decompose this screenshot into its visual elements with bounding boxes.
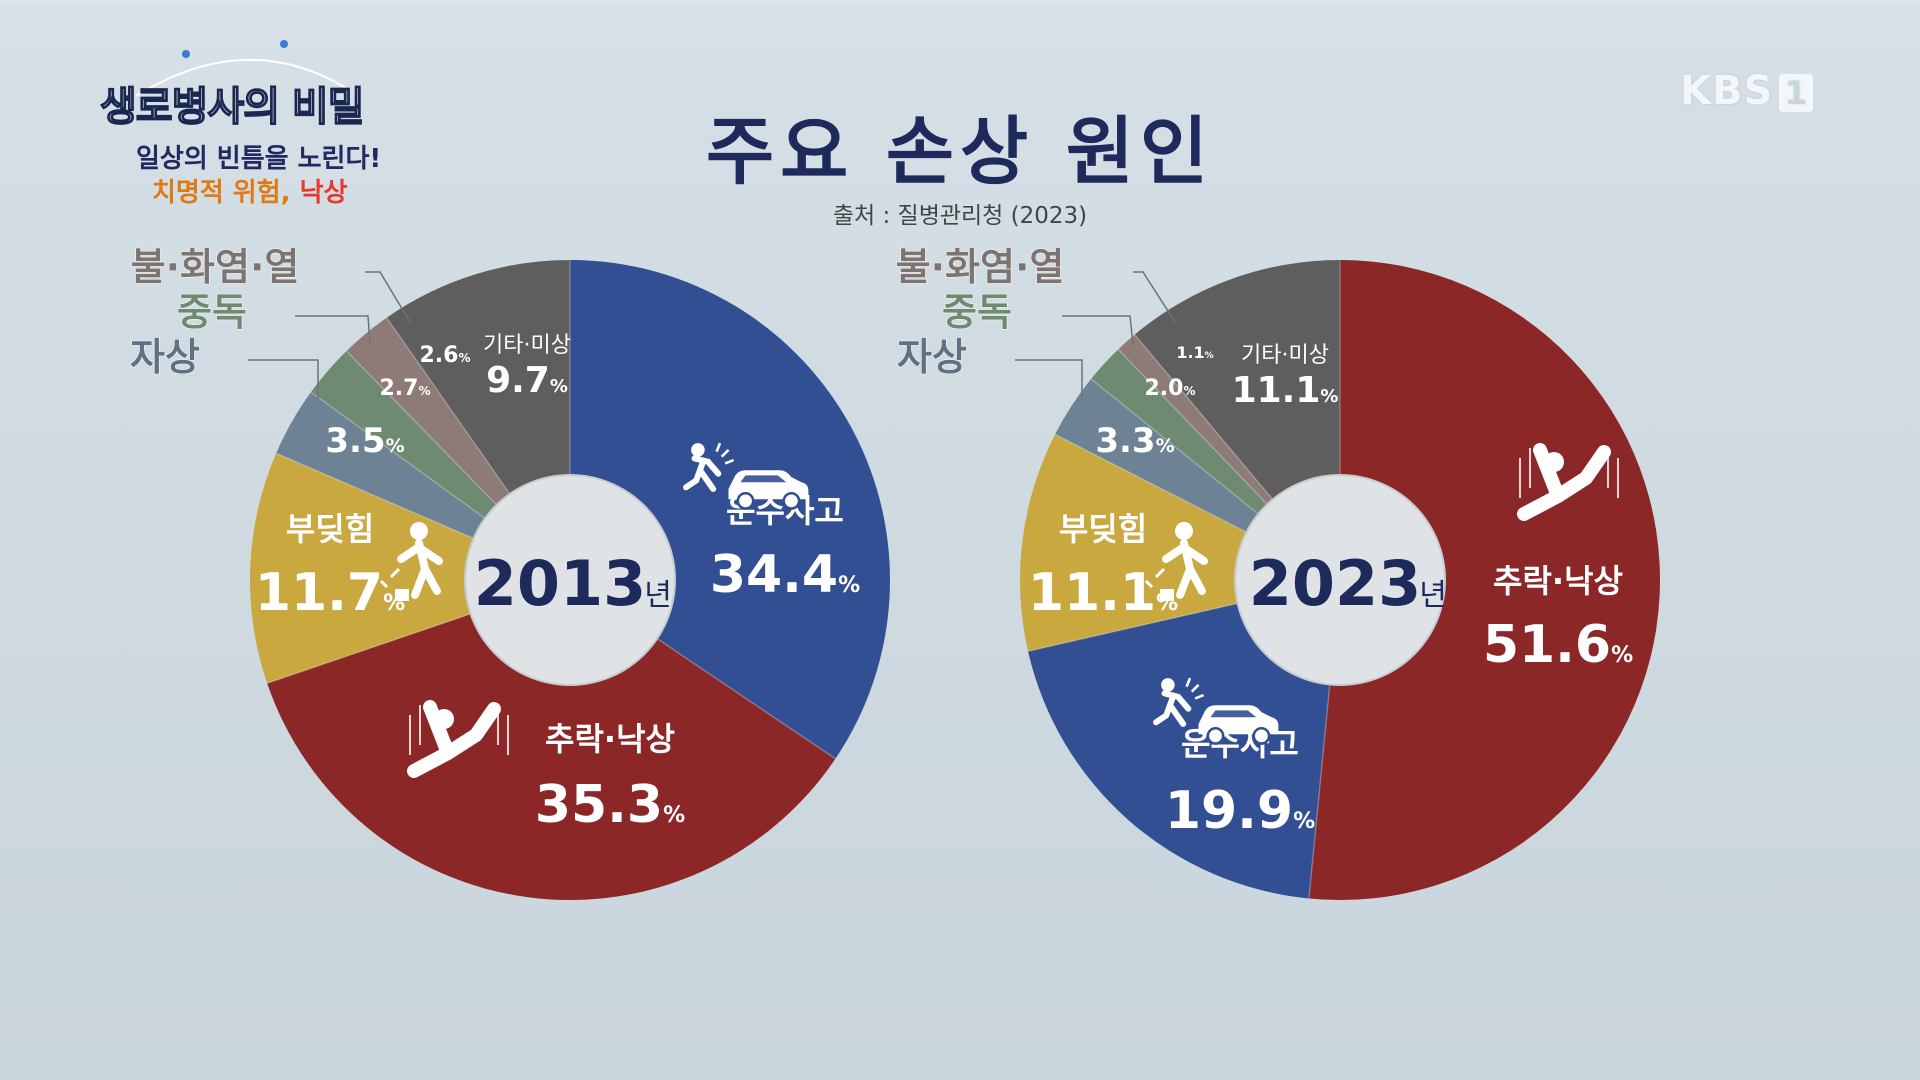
- value-transport: 19.9%: [1165, 781, 1315, 841]
- label-collision: 부딪힘: [286, 510, 374, 548]
- car-crash-icon: [683, 442, 809, 510]
- outer-label-poisoning: 중독: [177, 290, 247, 334]
- slice-transport-2013: [570, 260, 891, 759]
- channel-number: 1: [1779, 74, 1814, 112]
- collision-person-icon: [379, 522, 443, 601]
- collision-person-icon: [1144, 522, 1208, 601]
- leader-line: [295, 315, 371, 346]
- logo-arc: [135, 40, 347, 97]
- year-suffix: 년: [1419, 578, 1447, 613]
- slice-collision-2013: [250, 453, 571, 684]
- chart-title: 주요 손상 원인: [705, 109, 1214, 195]
- leader-line: [365, 271, 411, 323]
- outer-label-self-harm: 자상: [130, 335, 200, 379]
- broadcaster-logo: KBS 1: [1680, 68, 1814, 114]
- outer-label-self-harm: 자상: [897, 335, 967, 379]
- outer-label-fire: 불·화염·열: [896, 245, 1065, 289]
- value-fall: 35.3%: [535, 775, 685, 835]
- program-subtitle-2: 치명적 위험, 낙상: [152, 172, 347, 209]
- leader-line: [1015, 359, 1083, 400]
- leader-line: [248, 359, 319, 400]
- program-logo: 생로병사의 비밀 일상의 빈틈을 노린다! 치명적 위험, 낙상: [96, 38, 416, 208]
- slice-transport-2023: [1028, 580, 1340, 899]
- donut-center: [464, 474, 676, 686]
- label-other: 기타·미상: [483, 333, 571, 358]
- donut-chart-2013: 2013년운수사고34.4%추락·낙상35.3%부딪힘11.7%3.5%2.7%…: [130, 245, 891, 901]
- year-label-2023: 2023: [1249, 547, 1422, 620]
- leader-line: [1133, 271, 1176, 323]
- subtitle2-highlight: 낙상: [299, 178, 348, 208]
- leader-line: [1062, 315, 1134, 346]
- outer-label-fire: 불·화염·열: [131, 245, 300, 289]
- top-border: [0, 0, 1920, 4]
- year-suffix: 년: [644, 578, 672, 613]
- label-collision: 부딪힘: [1059, 510, 1147, 548]
- car-crash-icon: [1153, 677, 1279, 745]
- source-note: 출처 : 질병관리청 (2023): [832, 203, 1088, 229]
- slice-fall-2023: [1308, 260, 1660, 900]
- value-fire: 1.1%: [1176, 343, 1213, 362]
- year-label-2013: 2013: [474, 547, 647, 620]
- falling-person-icon: [407, 700, 509, 778]
- slice-fall-2013: [267, 580, 836, 901]
- program-title: 생로병사의 비밀: [99, 83, 365, 131]
- donut-center: [1234, 474, 1446, 686]
- value-collision: 11.7%: [255, 563, 405, 623]
- label-fall: 추락·낙상: [1493, 562, 1623, 600]
- falling-person-icon: [1517, 443, 1619, 521]
- value-transport: 34.4%: [710, 545, 860, 605]
- program-subtitle: 일상의 빈틈을 노린다!: [136, 144, 382, 174]
- label-fall: 추락·낙상: [545, 720, 675, 758]
- subtitle2-prefix: 치명적 위험,: [152, 178, 300, 208]
- value-collision: 11.1%: [1028, 563, 1178, 623]
- outer-label-poisoning: 중독: [942, 290, 1012, 334]
- value-fall: 51.6%: [1483, 615, 1633, 675]
- broadcaster-name: KBS: [1680, 68, 1774, 114]
- label-other: 기타·미상: [1241, 343, 1329, 368]
